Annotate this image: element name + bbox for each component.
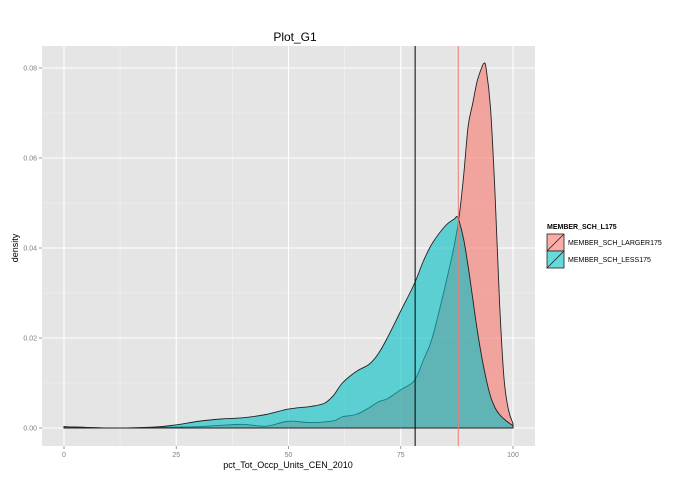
x-tick-label: 0: [62, 452, 66, 459]
y-tick-label: 0.00: [23, 426, 37, 433]
legend-title: MEMBER_SCH_L175: [547, 224, 617, 231]
y-tick-label: 0.02: [23, 336, 37, 343]
legend: MEMBER_SCH_L175 MEMBER_SCH_LARGER175 MEMB…: [546, 224, 662, 269]
x-tick-label: 50: [285, 452, 293, 459]
x-tick-label: 25: [172, 452, 180, 459]
x-tick-label: 100: [507, 452, 519, 459]
x-axis-label: pct_Tot_Occp_Units_CEN_2010: [223, 460, 353, 470]
reference-lines: [414, 46, 459, 446]
legend-item: MEMBER_SCH_LARGER175: [546, 233, 662, 252]
legend-label: MEMBER_SCH_LARGER175: [568, 240, 662, 247]
chart-title: Plot_G1: [273, 30, 317, 44]
legend-label: MEMBER_SCH_LESS175: [568, 257, 651, 264]
y-tick-label: 0.04: [23, 246, 37, 253]
y-axis-label: density: [10, 233, 20, 262]
x-tick-label: 75: [397, 452, 405, 459]
y-tick-label: 0.08: [23, 66, 37, 73]
x-axis-ticks: 0 25 50 75 100: [62, 446, 519, 459]
y-axis-ticks: 0.00 0.02 0.04 0.06 0.08: [23, 66, 42, 433]
legend-item: MEMBER_SCH_LESS175: [546, 250, 651, 269]
y-tick-label: 0.06: [23, 156, 37, 163]
